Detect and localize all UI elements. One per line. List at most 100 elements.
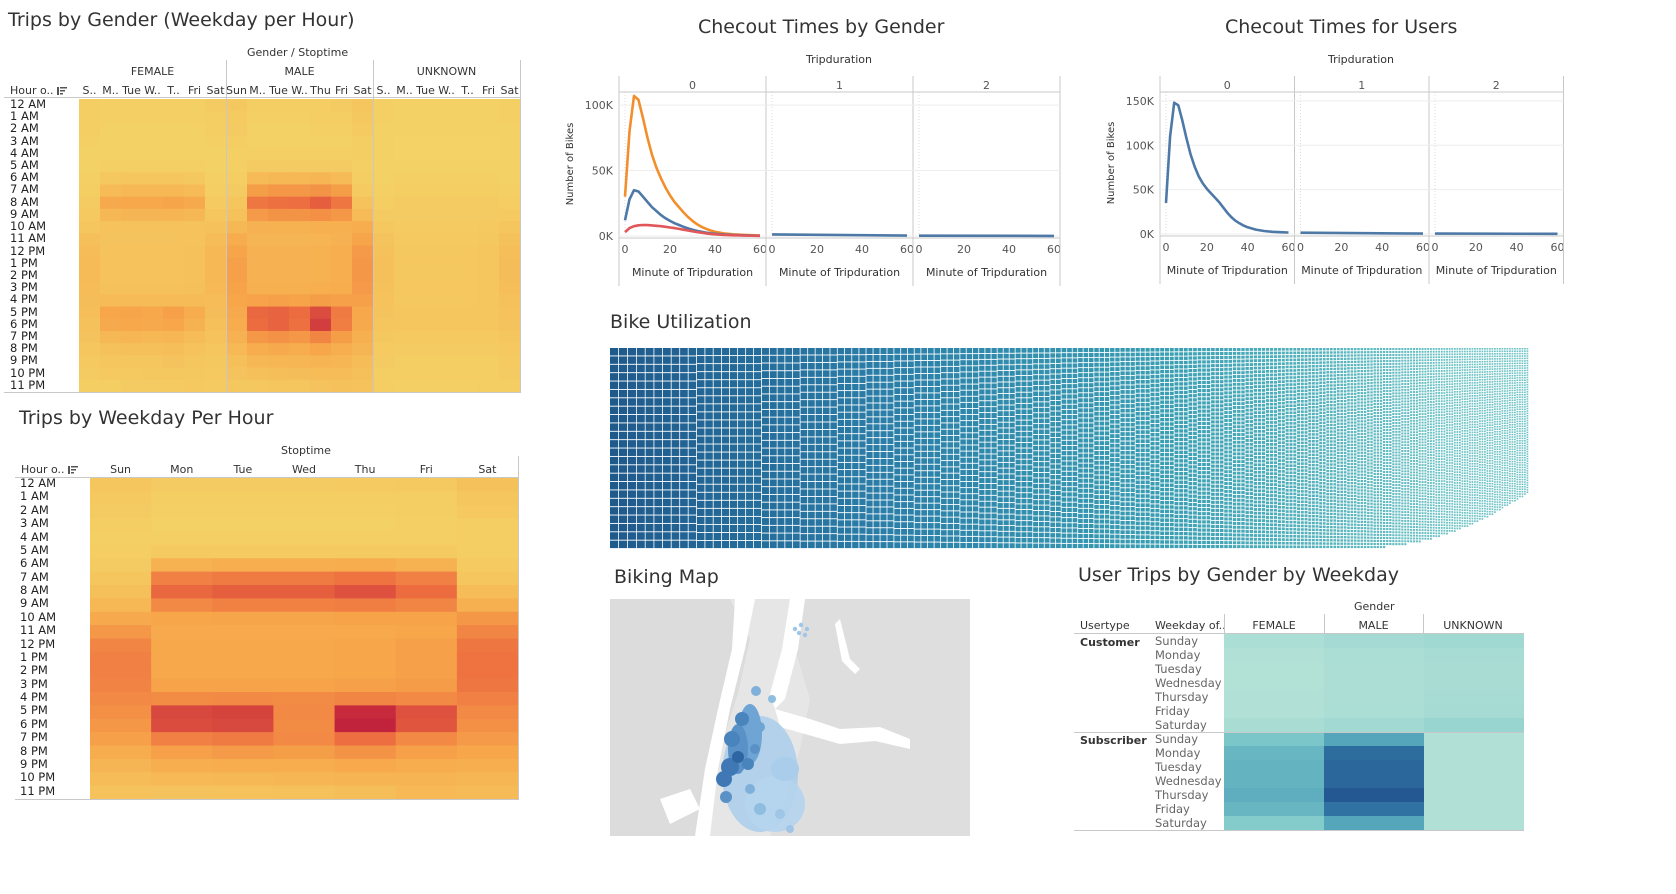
bike-cell (680, 440, 688, 448)
bike-cell (823, 534, 830, 541)
bike-cell (941, 442, 947, 448)
bike-cell (1165, 439, 1169, 444)
heatmap-cell (273, 732, 336, 746)
bike-cell (1061, 497, 1067, 502)
bike-cell (985, 513, 991, 519)
bike-cell (887, 465, 894, 472)
bike-cell (1150, 486, 1155, 491)
heatmap-cell (163, 160, 185, 173)
heatmap-cell (79, 269, 101, 283)
bike-cell (1078, 533, 1083, 539)
bike-cell (914, 451, 921, 458)
bike-cell (1224, 474, 1228, 478)
heatmap-cell (205, 367, 227, 381)
bike-cell (785, 394, 793, 402)
bike-cell (1055, 522, 1061, 527)
heatmap-cell (456, 692, 518, 706)
bike-cell (887, 348, 894, 355)
bike-cell (1285, 404, 1289, 408)
bike-cell (1269, 358, 1274, 362)
bike-cell (1183, 420, 1188, 425)
bike-cell (1125, 478, 1130, 483)
bike-cell (947, 542, 954, 549)
bike-cell (1130, 394, 1135, 399)
bike-cell (1009, 480, 1015, 485)
bike-cell (1150, 450, 1155, 455)
bike-cell (1104, 539, 1110, 544)
bike-cell (1277, 523, 1281, 527)
heatmap-cell (212, 598, 274, 613)
bike-cell (1228, 383, 1233, 387)
heatmap-cell (415, 147, 437, 161)
weekday-hour-row-header[interactable]: Hour o.. (21, 463, 78, 476)
bike-cell (1038, 489, 1044, 494)
bike-cell (777, 471, 785, 479)
bike-cell (859, 513, 866, 520)
bike-cell (1160, 518, 1165, 522)
bike-cell (680, 431, 688, 440)
heatmap-cell (226, 221, 248, 234)
heatmap-cell (247, 355, 269, 369)
bike-cell (1145, 402, 1150, 407)
bike-cell (1273, 388, 1278, 391)
bike-cell (1261, 474, 1266, 478)
bike-cell (947, 360, 954, 366)
bike-cell (1050, 459, 1056, 464)
bike-cell (1174, 386, 1179, 390)
bike-cell (1145, 544, 1150, 549)
bike-cell (1202, 487, 1206, 491)
x-tick-label: 40 (855, 243, 869, 256)
gender-hour-row-header[interactable]: Hour o.. (10, 84, 67, 97)
heatmap-cell (456, 478, 518, 492)
bike-cell (1083, 503, 1089, 508)
heatmap-cell (184, 135, 206, 149)
bike-cell (1099, 539, 1105, 544)
bike-cell (1206, 413, 1211, 417)
bike-cell (1094, 455, 1099, 460)
bike-cell (1224, 458, 1228, 462)
bike-cell (705, 500, 713, 508)
bike-cell (1160, 527, 1165, 531)
bike-cell (1033, 429, 1039, 435)
heatmap-cell (205, 257, 227, 271)
sort-icon[interactable] (56, 87, 67, 95)
bike-cell (1193, 348, 1197, 352)
heatmap-cell (100, 355, 122, 369)
bike-cell (1140, 384, 1145, 389)
bike-cell (808, 459, 815, 467)
bike-cell (1155, 415, 1160, 419)
bike-cell (1061, 518, 1067, 523)
bike-cell (1224, 355, 1228, 359)
heatmap-cell (456, 772, 518, 787)
heatmap-cell (100, 343, 122, 356)
heatmap-cell (212, 638, 274, 653)
bike-cell (1261, 530, 1266, 534)
bike-cell (636, 389, 645, 398)
bike-cell (1104, 362, 1110, 367)
x-tick-label: 60 (1551, 241, 1565, 254)
heatmap-cell (331, 135, 353, 149)
bike-cell (769, 402, 777, 409)
bike-cell (1269, 468, 1274, 472)
bike-cell (1083, 473, 1089, 478)
bike-cell (1281, 416, 1285, 419)
bike-cell (1155, 406, 1160, 410)
bike-cell (1281, 452, 1285, 455)
bike-cell (1160, 457, 1165, 461)
bike-cell (1261, 366, 1266, 370)
sort-icon[interactable] (67, 466, 78, 474)
bike-cell (966, 421, 973, 427)
bike-cell (1232, 433, 1237, 437)
heatmap-cell (394, 233, 416, 246)
bike-cell (729, 404, 738, 412)
bike-cell (1155, 370, 1160, 374)
bike-cell (754, 436, 762, 444)
bike-cell (1179, 484, 1184, 489)
heatmap-cell (457, 306, 479, 320)
bike-cell (979, 407, 985, 413)
bike-cell (1003, 468, 1009, 474)
bike-cell (645, 473, 654, 482)
bike-cell (1245, 423, 1249, 427)
heatmap-cell (90, 665, 152, 680)
bike-cell (1269, 362, 1274, 366)
